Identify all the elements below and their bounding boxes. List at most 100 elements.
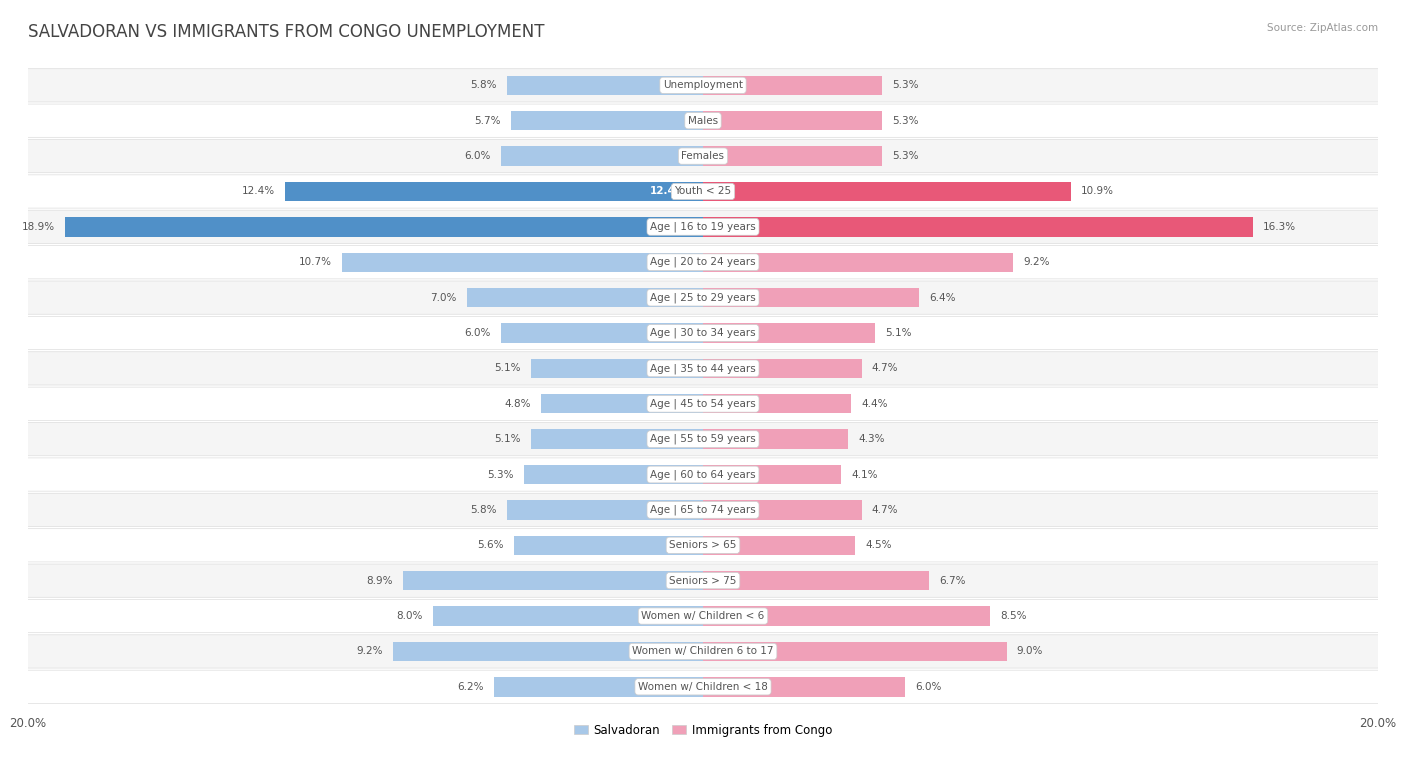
Text: 5.8%: 5.8% (471, 505, 498, 515)
FancyBboxPatch shape (28, 670, 1378, 703)
FancyBboxPatch shape (28, 458, 1378, 491)
Text: Women w/ Children < 18: Women w/ Children < 18 (638, 682, 768, 692)
Text: 4.7%: 4.7% (872, 505, 898, 515)
Text: 6.0%: 6.0% (464, 328, 491, 338)
Bar (508, 500, 703, 519)
Text: 6.0%: 6.0% (915, 682, 942, 692)
Bar (703, 253, 1014, 272)
Text: Seniors > 65: Seniors > 65 (669, 540, 737, 550)
Bar (467, 288, 703, 307)
Text: 4.3%: 4.3% (858, 435, 884, 444)
FancyBboxPatch shape (28, 600, 1378, 633)
FancyBboxPatch shape (28, 422, 1378, 456)
FancyBboxPatch shape (28, 528, 1378, 562)
FancyBboxPatch shape (28, 104, 1378, 137)
Bar (531, 429, 703, 449)
Bar (703, 146, 882, 166)
FancyBboxPatch shape (28, 635, 1378, 668)
Bar (703, 606, 990, 626)
Text: 9.2%: 9.2% (356, 646, 382, 656)
Bar (402, 571, 703, 590)
Text: 6.4%: 6.4% (929, 293, 956, 303)
Text: 18.9%: 18.9% (22, 222, 55, 232)
Text: 6.2%: 6.2% (457, 682, 484, 692)
Bar (703, 500, 862, 519)
Text: Females: Females (682, 151, 724, 161)
Bar (508, 76, 703, 95)
Text: 5.3%: 5.3% (891, 116, 918, 126)
Bar (703, 323, 875, 343)
Bar (703, 76, 882, 95)
Bar (284, 182, 703, 201)
Text: Age | 45 to 54 years: Age | 45 to 54 years (650, 398, 756, 409)
Text: 5.3%: 5.3% (488, 469, 515, 479)
Text: 4.8%: 4.8% (505, 399, 531, 409)
FancyBboxPatch shape (28, 316, 1378, 350)
Text: 12.4%: 12.4% (650, 186, 686, 197)
Bar (703, 429, 848, 449)
FancyBboxPatch shape (28, 564, 1378, 597)
FancyBboxPatch shape (28, 352, 1378, 385)
Bar (703, 217, 1253, 237)
Text: 5.7%: 5.7% (474, 116, 501, 126)
Text: 12.4%: 12.4% (242, 186, 274, 197)
Text: Age | 20 to 24 years: Age | 20 to 24 years (650, 257, 756, 267)
Text: Age | 65 to 74 years: Age | 65 to 74 years (650, 505, 756, 516)
Bar (501, 146, 703, 166)
Text: Age | 55 to 59 years: Age | 55 to 59 years (650, 434, 756, 444)
Text: 4.7%: 4.7% (872, 363, 898, 373)
Text: Youth < 25: Youth < 25 (675, 186, 731, 197)
Legend: Salvadoran, Immigrants from Congo: Salvadoran, Immigrants from Congo (569, 719, 837, 742)
Text: 4.4%: 4.4% (862, 399, 889, 409)
Bar (703, 111, 882, 130)
Text: Males: Males (688, 116, 718, 126)
Bar (65, 217, 703, 237)
Text: Women w/ Children 6 to 17: Women w/ Children 6 to 17 (633, 646, 773, 656)
FancyBboxPatch shape (28, 494, 1378, 527)
FancyBboxPatch shape (28, 139, 1378, 173)
Bar (703, 182, 1071, 201)
Bar (703, 677, 905, 696)
Text: 4.5%: 4.5% (865, 540, 891, 550)
Text: 5.3%: 5.3% (891, 151, 918, 161)
Text: Source: ZipAtlas.com: Source: ZipAtlas.com (1267, 23, 1378, 33)
Text: Age | 30 to 34 years: Age | 30 to 34 years (650, 328, 756, 338)
Text: 5.1%: 5.1% (495, 363, 520, 373)
Text: 6.0%: 6.0% (464, 151, 491, 161)
Text: Seniors > 75: Seniors > 75 (669, 575, 737, 586)
Bar (541, 394, 703, 413)
Bar (501, 323, 703, 343)
Bar (531, 359, 703, 378)
Bar (433, 606, 703, 626)
Text: Unemployment: Unemployment (664, 80, 742, 90)
Bar (703, 465, 841, 484)
Text: 5.1%: 5.1% (495, 435, 520, 444)
Bar (703, 359, 862, 378)
FancyBboxPatch shape (28, 69, 1378, 102)
Bar (703, 535, 855, 555)
Text: 6.7%: 6.7% (939, 575, 966, 586)
Text: 5.8%: 5.8% (471, 80, 498, 90)
Text: 5.6%: 5.6% (478, 540, 503, 550)
Bar (703, 394, 852, 413)
Text: 10.9%: 10.9% (1081, 186, 1114, 197)
Bar (515, 535, 703, 555)
Text: 8.5%: 8.5% (1000, 611, 1026, 621)
Text: 9.2%: 9.2% (1024, 257, 1050, 267)
Text: 4.1%: 4.1% (852, 469, 877, 479)
Text: 8.9%: 8.9% (366, 575, 392, 586)
Text: 10.7%: 10.7% (650, 257, 686, 267)
Text: Age | 35 to 44 years: Age | 35 to 44 years (650, 363, 756, 374)
Text: 16.3%: 16.3% (1263, 222, 1296, 232)
Text: Women w/ Children < 6: Women w/ Children < 6 (641, 611, 765, 621)
Bar (392, 642, 703, 661)
Text: Age | 60 to 64 years: Age | 60 to 64 years (650, 469, 756, 480)
Bar (703, 288, 920, 307)
Text: 8.0%: 8.0% (396, 611, 423, 621)
FancyBboxPatch shape (28, 245, 1378, 279)
Text: SALVADORAN VS IMMIGRANTS FROM CONGO UNEMPLOYMENT: SALVADORAN VS IMMIGRANTS FROM CONGO UNEM… (28, 23, 544, 41)
FancyBboxPatch shape (28, 175, 1378, 208)
Text: 5.1%: 5.1% (886, 328, 911, 338)
Text: 9.0%: 9.0% (1017, 646, 1043, 656)
Text: 10.7%: 10.7% (299, 257, 332, 267)
